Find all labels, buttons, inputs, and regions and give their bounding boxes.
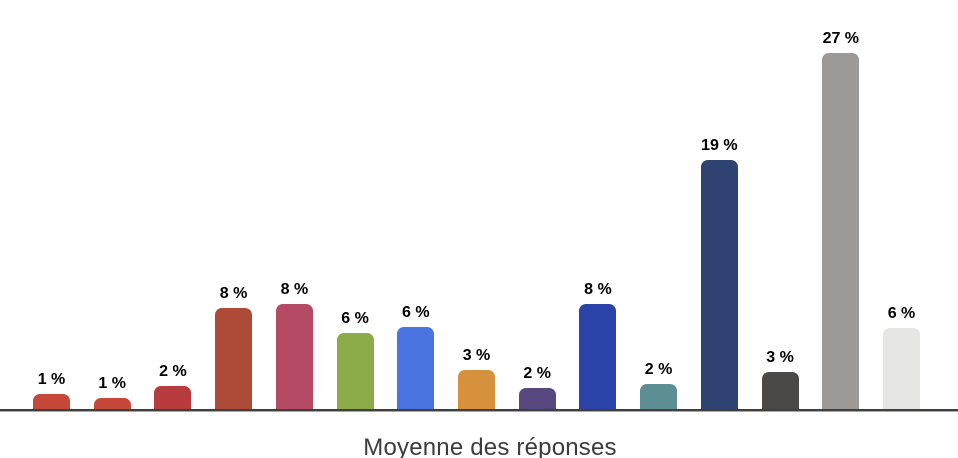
bar-value-label-2: 1 % [98,375,126,392]
bar-value-label-7: 6 % [402,304,430,321]
bar-6 [336,333,374,409]
bar-value-label-13: 3 % [766,349,794,366]
bar-12 [700,160,738,409]
bar-value-label-12: 19 % [701,137,738,154]
bar-2 [93,398,131,409]
bar-10 [579,304,617,409]
x-axis-title: Moyenne des réponses [363,434,617,458]
bar-value-label-1: 1 % [37,371,66,388]
bar-4 [215,308,253,409]
bar-5 [275,304,313,409]
bar-value-label-15: 6 % [887,305,916,322]
bar-15 [883,328,920,409]
x-axis-line [0,409,958,411]
bar-value-label-4: 8 % [219,285,248,302]
bar-value-label-3: 2 % [159,363,187,380]
bar-7 [397,327,435,409]
bar-1 [33,394,70,409]
bar-value-label-10: 8 % [584,281,612,298]
bar-8 [458,370,495,409]
bar-value-label-11: 2 % [644,361,673,378]
bar-value-label-5: 8 % [280,281,309,298]
bar-14 [822,53,860,409]
bar-value-label-6: 6 % [341,310,369,327]
bar-value-label-9: 2 % [523,365,551,382]
bar-11 [640,384,678,409]
bar-13 [761,372,799,409]
bar-3 [154,386,192,409]
bar-9 [518,388,556,409]
bar-value-label-14: 27 % [822,30,860,47]
bar-value-label-8: 3 % [462,347,491,364]
